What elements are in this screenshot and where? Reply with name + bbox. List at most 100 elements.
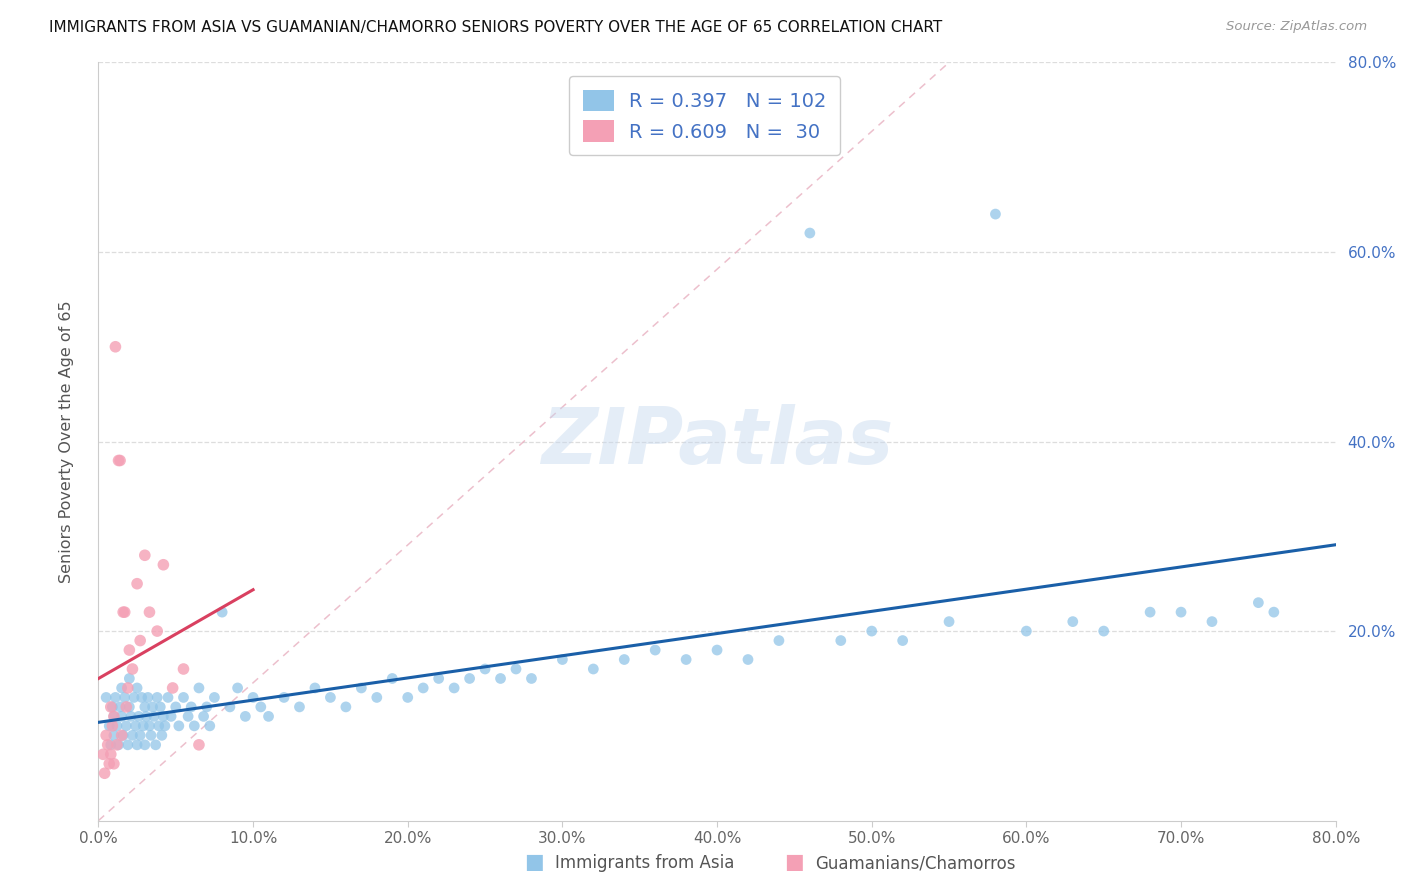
Text: ■: ■ [785,853,804,872]
Text: Source: ZipAtlas.com: Source: ZipAtlas.com [1226,20,1367,33]
Point [582,662,605,676]
Text: Guamanians/Chamorros: Guamanians/Chamorros [815,855,1017,872]
Point [183,719,205,733]
Point [138,719,160,733]
Point [152,558,174,572]
Point [1139,605,1161,619]
Point [100,738,122,752]
Point [120,709,142,723]
Point [111,709,132,723]
Point [115,699,138,714]
Point [152,709,174,723]
Point [396,690,419,705]
Point [427,672,450,686]
Point [984,207,1007,221]
Point [1170,605,1192,619]
Point [107,738,129,752]
Point [366,690,388,705]
Point [96,690,118,705]
Point [150,728,173,742]
Point [143,709,166,723]
Point [117,681,139,695]
Point [1015,624,1038,639]
Point [146,690,169,705]
Point [891,633,914,648]
Point [273,690,295,705]
Point [149,699,172,714]
Point [93,766,115,780]
Point [165,699,187,714]
Point [474,662,496,676]
Point [131,690,153,705]
Point [799,226,821,240]
Point [938,615,960,629]
Point [505,662,527,676]
Point [103,756,125,771]
Point [108,699,131,714]
Point [107,453,129,467]
Point [1263,605,1285,619]
Point [103,728,125,742]
Point [146,624,169,639]
Point [127,738,149,752]
Point [127,576,149,591]
Text: ZIPatlas: ZIPatlas [541,403,893,480]
Point [121,662,143,676]
Point [768,633,790,648]
Point [250,699,273,714]
Point [103,709,125,723]
Point [1247,596,1270,610]
Point [100,747,122,762]
Point [148,719,170,733]
Point [644,643,666,657]
Point [127,681,149,695]
Legend: R = 0.397   N = 102, R = 0.609   N =  30: R = 0.397 N = 102, R = 0.609 N = 30 [569,76,841,155]
Point [188,681,211,695]
Point [1201,615,1223,629]
Point [172,662,194,676]
Text: IMMIGRANTS FROM ASIA VS GUAMANIAN/CHAMORRO SENIORS POVERTY OVER THE AGE OF 65 CO: IMMIGRANTS FROM ASIA VS GUAMANIAN/CHAMOR… [49,20,942,35]
Point [458,672,481,686]
Point [1062,615,1084,629]
Point [136,690,159,705]
Point [111,681,132,695]
Point [124,719,146,733]
Point [319,690,342,705]
Point [101,719,124,733]
Point [118,672,141,686]
Point [381,672,404,686]
Point [1092,624,1115,639]
Point [91,747,114,762]
Point [551,652,574,666]
Point [162,681,184,695]
Point [104,690,127,705]
Point [139,728,162,742]
Point [350,681,373,695]
Point [108,453,131,467]
Point [160,709,183,723]
Point [204,690,226,705]
Point [134,699,156,714]
Point [118,643,141,657]
Point [257,709,280,723]
Point [180,699,202,714]
Text: ■: ■ [524,853,544,872]
Point [153,719,176,733]
Point [122,690,145,705]
Point [145,738,167,752]
Point [114,690,136,705]
Point [489,672,512,686]
Point [157,690,180,705]
Point [304,681,326,695]
Point [105,738,128,752]
Point [172,690,194,705]
Point [211,605,233,619]
Point [412,681,434,695]
Point [141,699,165,714]
Point [167,719,190,733]
Point [177,709,200,723]
Point [443,681,465,695]
Point [520,672,543,686]
Point [97,738,120,752]
Point [288,699,311,714]
